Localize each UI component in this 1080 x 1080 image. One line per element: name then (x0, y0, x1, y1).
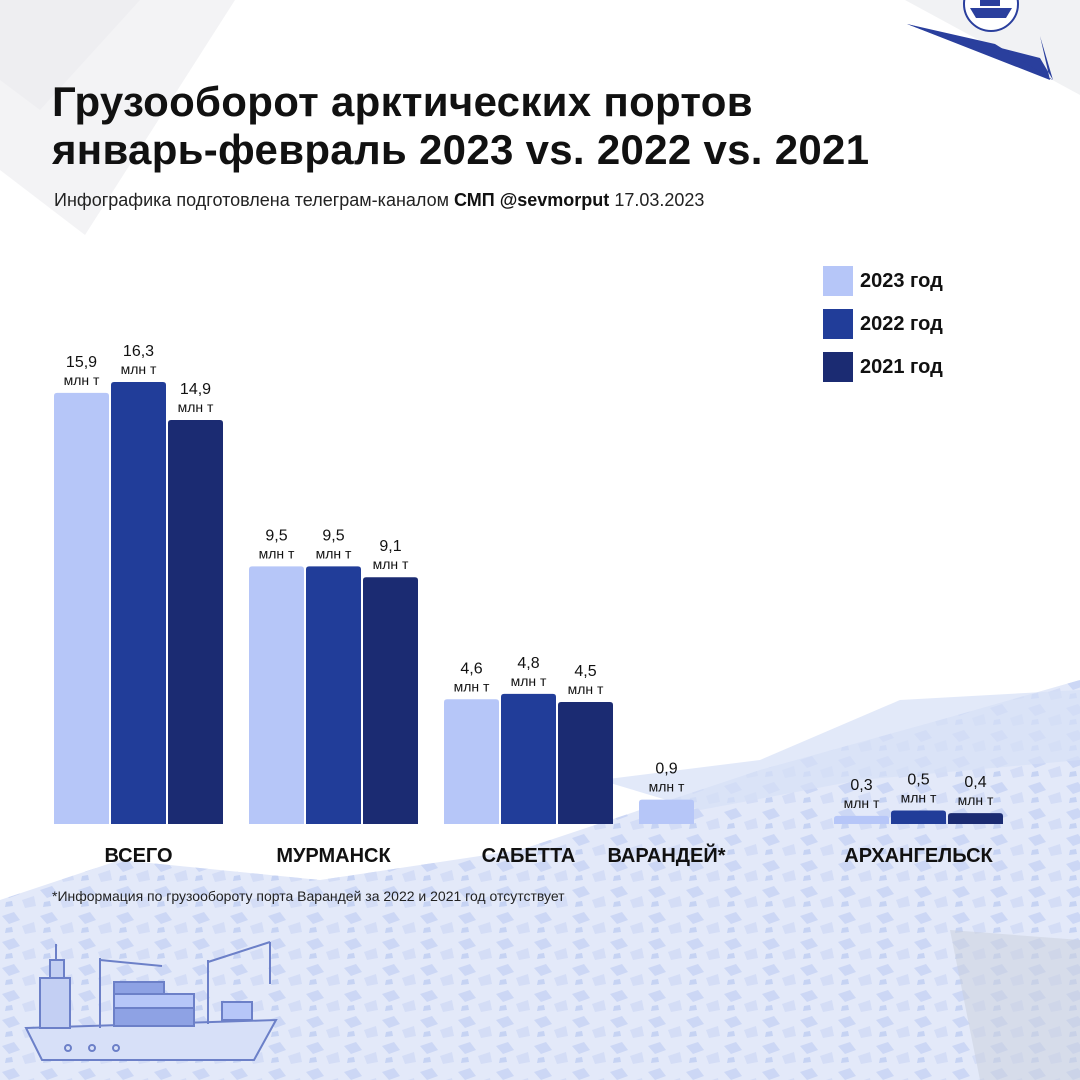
category-label: ВАРАНДЕЙ* (607, 843, 725, 867)
bar-value-label: 9,5 (322, 527, 344, 544)
bar-unit-label: млн т (64, 372, 100, 388)
subtitle-prefix: Инфографика подготовлена телеграм-канало… (54, 190, 449, 210)
category-label: МУРМАНСК (276, 845, 391, 867)
bar-unit-label: млн т (568, 681, 604, 697)
legend-swatch-2022 (823, 309, 853, 339)
title-line-2: январь-февраль 2023 vs. 2022 vs. 2021 (52, 126, 870, 173)
bar-unit-label: млн т (901, 789, 937, 805)
legend-swatch-2021 (823, 352, 853, 382)
legend-item-2023: 2023 год (823, 266, 943, 296)
bar-value-label: 0,4 (964, 774, 986, 791)
bar-value-label: 14,9 (180, 381, 211, 398)
bar-0-0 (54, 392, 109, 824)
category-label: САБЕТТА (482, 845, 576, 867)
legend-item-2021: 2021 год (823, 352, 943, 382)
bar-0-1 (111, 382, 166, 824)
page-title: Грузооборот арктических портов январь-фе… (52, 78, 869, 174)
bar-unit-label: млн т (511, 673, 547, 689)
cargo-ship-icon (24, 941, 278, 1061)
subtitle: Инфографика подготовлена телеграм-канало… (54, 190, 704, 211)
bar-1-0 (249, 566, 304, 824)
chart-legend: 2023 год 2022 год 2021 год (823, 266, 943, 395)
bar-2-1 (501, 693, 556, 824)
bar-unit-label: млн т (121, 361, 157, 377)
bar-value-label: 9,1 (379, 538, 401, 555)
category-label: АРХАНГЕЛЬСК (844, 845, 993, 867)
bar-unit-label: млн т (649, 779, 685, 795)
bar-4-2 (948, 813, 1003, 824)
bar-value-label: 16,3 (123, 343, 154, 360)
bar-value-label: 15,9 (66, 354, 97, 371)
legend-item-2022: 2022 год (823, 309, 943, 339)
bar-unit-label: млн т (178, 399, 214, 415)
subtitle-date: 17.03.2023 (614, 190, 705, 210)
bar-unit-label: млн т (316, 545, 352, 561)
bar-3-0 (639, 799, 694, 824)
legend-label-2023: 2023 год (860, 269, 943, 292)
bar-unit-label: млн т (373, 556, 409, 572)
bar-value-label: 9,5 (265, 527, 287, 544)
bar-1-2 (363, 577, 418, 824)
bar-value-label: 4,6 (460, 660, 482, 677)
bar-value-label: 4,5 (574, 663, 596, 680)
subtitle-channel: СМП @sevmorput (454, 190, 610, 210)
bar-unit-label: млн т (958, 792, 994, 808)
bar-4-0 (834, 815, 889, 824)
bar-unit-label: млн т (259, 545, 295, 561)
bar-value-label: 0,9 (655, 761, 677, 778)
title-line-1: Грузооборот арктических портов (52, 78, 753, 125)
bar-value-label: 0,3 (850, 777, 872, 794)
bar-value-label: 4,8 (517, 655, 539, 672)
bar-0-2 (168, 419, 223, 824)
bar-2-2 (558, 701, 613, 824)
category-label: ВСЕГО (104, 845, 172, 867)
bar-unit-label: млн т (454, 678, 490, 694)
bar-4-1 (891, 810, 946, 824)
bar-unit-label: млн т (844, 795, 880, 811)
legend-label-2021: 2021 год (860, 355, 943, 378)
footnote: *Информация по грузообороту порта Варанд… (52, 888, 565, 904)
ship-emblem-icon (963, 0, 1019, 32)
bar-value-label: 0,5 (907, 771, 929, 788)
legend-swatch-2023 (823, 266, 853, 296)
bar-2-0 (444, 699, 499, 824)
legend-label-2022: 2022 год (860, 312, 943, 335)
bar-1-1 (306, 566, 361, 824)
